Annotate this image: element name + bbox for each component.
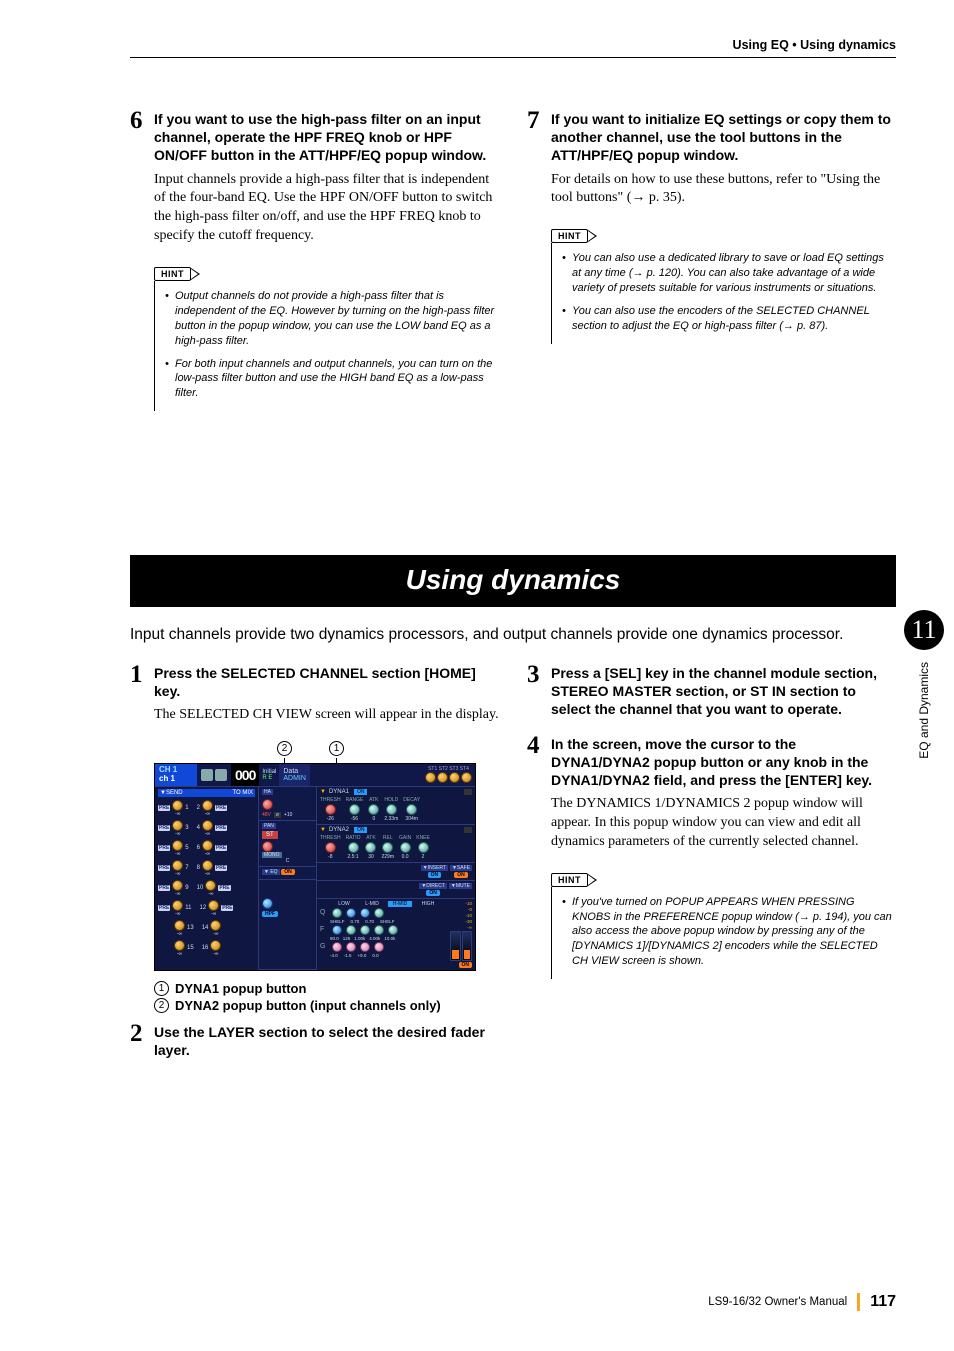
shot-center-col: HA 48V ø +10 xyxy=(259,787,317,970)
hint-7-item-1: •You can also use a dedicated library to… xyxy=(562,251,896,296)
callout-2: 2 DYNA2 popup button (input channels onl… xyxy=(154,998,499,1013)
upper-columns: 6 If you want to use the high-pass filte… xyxy=(130,110,896,425)
shot-right-col: ▼DYNA1ON THRESH-26 RANGE-56 ATK0 HOLD2.3… xyxy=(317,787,475,970)
step-4-title: In the screen, move the cursor to the DY… xyxy=(551,735,896,790)
hint-6: HINT •Output channels do not provide a h… xyxy=(154,264,499,411)
hint-6-item-2: •For both input channels and output chan… xyxy=(165,357,499,402)
screenshot-image: CH 1 ch 1 000 InitialR E DataADMIN ST1 S… xyxy=(154,763,476,971)
step-7-text: For details on how to use these buttons,… xyxy=(551,171,896,209)
step-1-text: The SELECTED CH VIEW screen will appear … xyxy=(154,706,499,725)
shot-channel: CH 1 ch 1 xyxy=(155,764,197,786)
step-6: 6 If you want to use the high-pass filte… xyxy=(130,110,499,256)
hint-7-item-2: •You can also use the encoders of the SE… xyxy=(562,304,896,334)
hint-4-label: HINT xyxy=(551,873,588,887)
callout-1: 1 DYNA1 popup button xyxy=(154,981,499,996)
step-num-2: 2 xyxy=(130,1021,154,1065)
screenshot: 2 1 CH 1 ch 1 000 InitialR E xyxy=(154,741,499,971)
chapter-tab: 11 EQ and Dynamics xyxy=(904,610,944,759)
upper-left-col: 6 If you want to use the high-pass filte… xyxy=(130,110,499,425)
footer-divider xyxy=(857,1293,860,1311)
page-header: Using EQ • Using dynamics xyxy=(130,38,896,58)
shot-dyna2: ▼DYNA2ON THRESH-8 RATIO2.5:1 ATK30 REL22… xyxy=(317,825,475,863)
hint-6-label: HINT xyxy=(154,267,191,281)
step-num-3: 3 xyxy=(527,662,551,725)
hint-7: HINT •You can also use a dedicated libra… xyxy=(551,226,896,343)
footer-manual-name: LS9-16/32 Owner's Manual xyxy=(708,1296,847,1308)
step-num-1: 1 xyxy=(130,662,154,735)
step-2-title: Use the LAYER section to select the desi… xyxy=(154,1023,499,1059)
upper-right-col: 7 If you want to initialize EQ settings … xyxy=(527,110,896,425)
step-1: 1 Press the SELECTED CHANNEL section [HO… xyxy=(130,664,499,735)
lower-left-col: 1 Press the SELECTED CHANNEL section [HO… xyxy=(130,664,499,1071)
step-3-title: Press a [SEL] key in the channel module … xyxy=(551,664,896,719)
step-7: 7 If you want to initialize EQ settings … xyxy=(527,110,896,218)
chapter-label: EQ and Dynamics xyxy=(917,662,931,759)
shot-send-col: ▼SENDTO MIX PRE-∞12-∞PREPRE-∞34-∞PREPRE-… xyxy=(155,787,259,970)
lower-right-col: 3 Press a [SEL] key in the channel modul… xyxy=(527,664,896,1071)
step-num-4: 4 xyxy=(527,733,551,862)
section-banner: Using dynamics xyxy=(130,555,896,607)
step-4: 4 In the screen, move the cursor to the … xyxy=(527,735,896,862)
hint-6-item-1: •Output channels do not provide a high-p… xyxy=(165,289,499,348)
page-footer: LS9-16/32 Owner's Manual 117 xyxy=(708,1293,896,1311)
step-6-title: If you want to use the high-pass filter … xyxy=(154,110,499,165)
section-intro: Input channels provide two dynamics proc… xyxy=(130,625,896,646)
step-4-text: The DYNAMICS 1/DYNAMICS 2 popup window w… xyxy=(551,795,896,852)
lower-columns: 1 Press the SELECTED CHANNEL section [HO… xyxy=(130,664,896,1071)
footer-page-number: 117 xyxy=(870,1293,896,1311)
step-1-title: Press the SELECTED CHANNEL section [HOME… xyxy=(154,664,499,700)
shot-scene-num: 000 xyxy=(231,764,259,786)
hint-4-item-1: •If you've turned on POPUP APPEARS WHEN … xyxy=(562,895,896,969)
step-3: 3 Press a [SEL] key in the channel modul… xyxy=(527,664,896,725)
shot-dyna1: ▼DYNA1ON THRESH-26 RANGE-56 ATK0 HOLD2.3… xyxy=(317,787,475,825)
step-num-6: 6 xyxy=(130,108,154,256)
step-2: 2 Use the LAYER section to select the de… xyxy=(130,1023,499,1065)
step-7-title: If you want to initialize EQ settings or… xyxy=(551,110,896,165)
callouts: 1 DYNA1 popup button 2 DYNA2 popup butto… xyxy=(154,981,499,1013)
hint-4: HINT •If you've turned on POPUP APPEARS … xyxy=(551,870,896,979)
step-num-7: 7 xyxy=(527,108,551,218)
chapter-number-badge: 11 xyxy=(904,610,944,650)
shot-st-knobs: ST1 ST2 ST3 ST4 xyxy=(422,764,475,786)
hint-7-label: HINT xyxy=(551,229,588,243)
step-6-text: Input channels provide a high-pass filte… xyxy=(154,171,499,247)
